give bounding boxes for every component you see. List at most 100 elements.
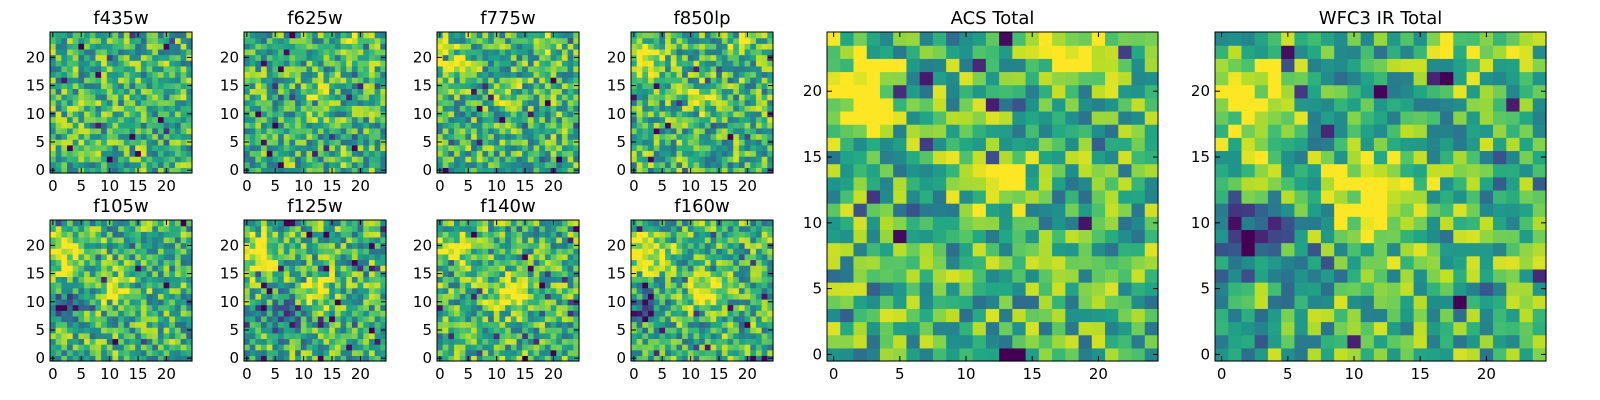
heatmap-cell: [300, 65, 308, 73]
heatmap-cell: [750, 139, 757, 146]
heatmap-cell: [180, 71, 187, 78]
heatmap-cell: [101, 156, 108, 163]
heatmap-cell: [346, 259, 353, 266]
heatmap-cell: [78, 82, 85, 89]
heatmap-cell: [482, 88, 489, 95]
heatmap-cell: [653, 344, 660, 351]
heatmap-cell: [454, 298, 461, 306]
heatmap-cell: [368, 332, 376, 340]
heatmap-cell: [163, 144, 170, 152]
heatmap-cell: [716, 77, 723, 84]
heatmap-cell: [357, 242, 364, 249]
heatmap-cell: [112, 259, 119, 266]
heatmap-cell: [642, 88, 649, 95]
heatmap-cell: [55, 327, 62, 334]
heatmap-cell: [255, 315, 262, 323]
heatmap-cell: [363, 43, 370, 50]
heatmap-cell: [499, 270, 506, 277]
heatmap-cell: [442, 88, 449, 95]
heatmap-cell: [493, 71, 501, 78]
heatmap-cell: [55, 139, 62, 146]
heatmap-cell: [374, 349, 381, 356]
heatmap-cell: [249, 116, 256, 123]
heatmap-cell: [682, 344, 689, 351]
heatmap-cell: [510, 304, 518, 311]
heatmap-cell: [687, 161, 695, 168]
heatmap-cell: [761, 43, 768, 50]
heatmap-cell: [465, 248, 472, 255]
heatmap-cell: [295, 349, 302, 356]
heatmap-cell: [112, 60, 119, 67]
heatmap-cell: [84, 344, 91, 351]
heatmap-cell: [710, 127, 717, 135]
heatmap-cell: [112, 287, 119, 294]
heatmap-cell: [750, 48, 757, 56]
heatmap-cell: [255, 116, 262, 123]
heatmap-cell: [744, 88, 751, 95]
heatmap-cell: [163, 276, 170, 283]
heatmap-cell: [374, 321, 381, 328]
heatmap-cell: [357, 156, 364, 163]
heatmap-cell: [539, 259, 546, 266]
x-tick-label: 0: [48, 365, 58, 383]
heatmap-cell: [300, 156, 308, 163]
heatmap-cell: [340, 37, 347, 44]
heatmap-cell: [516, 167, 523, 174]
heatmap-cell: [84, 150, 91, 157]
heatmap-cell: [505, 139, 512, 146]
heatmap-cell: [186, 338, 193, 345]
heatmap-cell: [180, 304, 187, 311]
heatmap-cell: [573, 225, 580, 232]
heatmap-cell: [295, 293, 302, 300]
heatmap-cell: [289, 161, 296, 168]
heatmap-cell: [527, 248, 535, 255]
heatmap-cell: [471, 282, 478, 289]
heatmap-cell: [261, 321, 268, 328]
heatmap-cell: [516, 37, 523, 44]
heatmap-cell: [152, 94, 159, 101]
heatmap-cell: [659, 71, 666, 78]
heatmap-cell: [533, 355, 540, 362]
heatmap-cell: [448, 122, 455, 129]
heatmap-cell: [750, 298, 757, 306]
heatmap-cell: [186, 37, 193, 44]
heatmap-cell: [300, 88, 308, 95]
heatmap-cell: [72, 349, 79, 356]
heatmap-cell: [631, 77, 638, 84]
heatmap-cell: [750, 60, 757, 67]
heatmap-cell: [648, 150, 655, 157]
heatmap-cell: [140, 298, 148, 306]
heatmap-cell: [704, 321, 712, 328]
heatmap-cell: [488, 94, 495, 101]
heatmap-cell: [72, 287, 79, 294]
heatmap-cell: [244, 259, 251, 266]
heatmap-cell: [306, 304, 313, 311]
heatmap-cell: [505, 259, 512, 266]
heatmap-cell: [61, 298, 68, 306]
heatmap-cell: [78, 88, 85, 95]
y-tick-label: 15: [26, 265, 45, 283]
heatmap-cell: [761, 332, 768, 340]
heatmap-cell: [249, 48, 256, 56]
heatmap-cell: [244, 48, 251, 56]
heatmap-cell: [704, 144, 712, 152]
heatmap-cell: [738, 37, 746, 44]
heatmap-cell: [493, 253, 501, 261]
heatmap-cell: [476, 321, 484, 328]
heatmap-cell: [550, 77, 557, 84]
heatmap-cell: [272, 94, 279, 101]
heatmap-cell: [174, 259, 182, 266]
heatmap-cell: [533, 270, 540, 277]
heatmap-cell: [561, 156, 569, 163]
heatmap-cell: [244, 265, 251, 272]
heatmap-cell: [283, 48, 291, 56]
heatmap-cell: [368, 167, 376, 174]
heatmap-cell: [67, 293, 74, 300]
heatmap-cell: [89, 270, 97, 277]
heatmap-cell: [300, 304, 308, 311]
heatmap-cell: [55, 355, 62, 362]
heatmap-cell: [465, 99, 472, 106]
heatmap-cell: [522, 259, 529, 266]
heatmap-cell: [317, 338, 325, 345]
heatmap-cell: [527, 144, 535, 152]
